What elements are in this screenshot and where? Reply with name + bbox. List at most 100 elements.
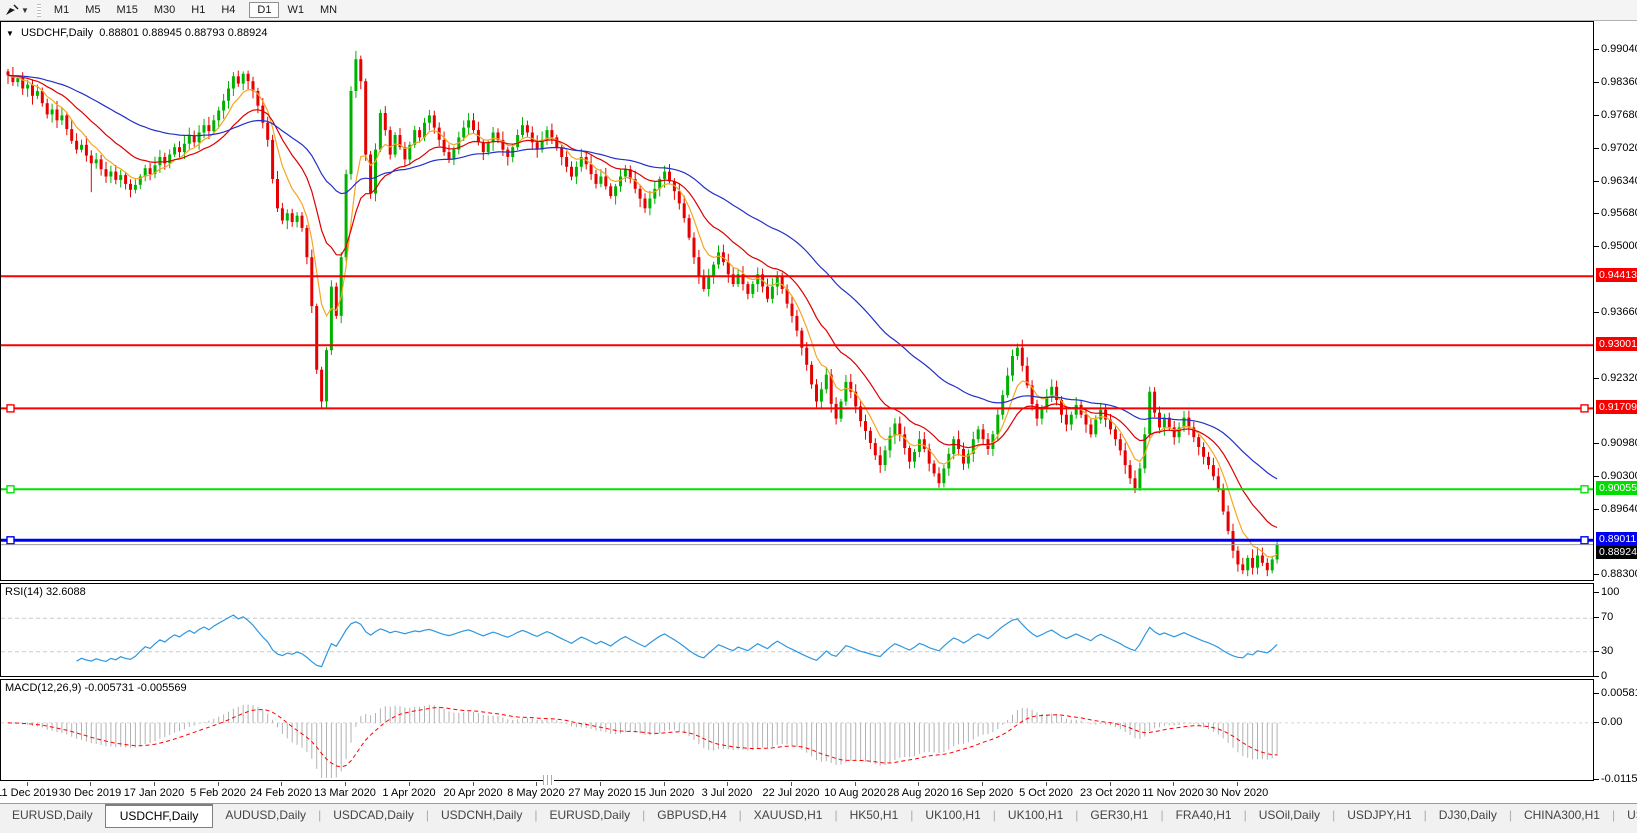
axis-tick	[1594, 148, 1599, 149]
price-tick-label: 0.95000	[1601, 240, 1637, 252]
date-label: 15 Jun 2020	[633, 787, 695, 799]
axis-tick	[1594, 509, 1599, 510]
symbol-dropdown-icon[interactable]: ▼	[6, 29, 14, 38]
chart-tab-usdcnh-daily[interactable]: USDCNH,Daily	[441, 808, 523, 822]
rsi-tick-label: 0	[1601, 670, 1608, 682]
tab-divider: |	[1243, 808, 1247, 822]
axis-tick	[1594, 312, 1599, 313]
tab-divider: |	[992, 808, 996, 822]
axis-tick	[1594, 115, 1599, 116]
ohlc-high: 0.88945	[142, 27, 182, 39]
ohlc-low: 0.88793	[184, 27, 225, 39]
date-label: 20 Apr 2020	[443, 787, 503, 799]
chart-tab-xauusd-h1[interactable]: XAUUSD,H1	[753, 808, 823, 822]
macd-indicator-pane[interactable]	[0, 679, 1594, 781]
date-label: 5 Feb 2020	[190, 787, 246, 799]
axis-tick	[1594, 213, 1599, 214]
chart-tab-usdjpy-h1[interactable]: USDJPY,H1	[1347, 808, 1412, 822]
tab-divider: |	[1160, 808, 1164, 822]
cursor-tool-icon[interactable]	[4, 3, 20, 17]
chart-tab-usdchf-daily[interactable]: USDCHF,Daily	[104, 804, 214, 828]
axis-tick	[1594, 49, 1599, 50]
timeframe-button-mn[interactable]: MN	[319, 4, 338, 16]
hline-price-badge: 0.91709	[1596, 400, 1637, 414]
tab-divider: |	[534, 808, 538, 822]
date-tick	[791, 782, 792, 786]
date-label: 5 Oct 2020	[1019, 787, 1073, 799]
chart-tab-china300-h1[interactable]: CHINA300,H1	[1523, 808, 1600, 822]
timeframe-button-h4[interactable]: H4	[221, 4, 236, 16]
timeframe-button-w1[interactable]: W1	[287, 4, 304, 16]
axis-tick	[1594, 676, 1599, 677]
chart-tab-gbpusd-h4[interactable]: GBPUSD,H4	[657, 808, 727, 822]
chart-tab-ger30-h1[interactable]: GER30,H1	[1090, 808, 1149, 822]
tab-divider: |	[1075, 808, 1079, 822]
chart-tab-uk100-h1[interactable]: UK100,H1	[925, 808, 981, 822]
date-label: 23 Oct 2020	[1080, 787, 1140, 799]
macd-tick-label: 0.005818	[1601, 687, 1637, 699]
date-tick	[727, 782, 728, 786]
axis-tick	[1594, 693, 1599, 694]
timeframe-button-m1[interactable]: M1	[53, 4, 70, 16]
date-tick	[1237, 782, 1238, 786]
symbol-period-label: USDCHF,Daily	[20, 27, 94, 39]
date-tick	[409, 782, 410, 786]
date-label: 16 Sep 2020	[950, 787, 1014, 799]
chart-tab-usoil-h1[interactable]: USOil,H1	[1627, 808, 1637, 822]
ohlc-close: 0.88924	[227, 27, 268, 39]
tab-divider: |	[834, 808, 838, 822]
price-tick-label: 0.88300	[1601, 568, 1637, 580]
rsi-indicator-pane[interactable]	[0, 583, 1594, 677]
chart-tab-dj30-daily[interactable]: DJ30,Daily	[1438, 808, 1497, 822]
date-tick	[154, 782, 155, 786]
timeframe-button-h1[interactable]: H1	[191, 4, 206, 16]
chart-tab-eurusd-daily[interactable]: EURUSD,Daily	[549, 808, 631, 822]
chart-tab-bar: EURUSD,Daily USDCHF,Daily AUDUSD,Daily | USD…	[0, 803, 1637, 833]
chart-tab-usoil-daily[interactable]: USOil,Daily	[1258, 808, 1321, 822]
date-tick	[90, 782, 91, 786]
tab-divider: |	[1332, 808, 1336, 822]
price-tick-label: 0.97020	[1601, 142, 1637, 154]
timeframe-buttons: M1 M5 M15 M30 H1 H4 D1 W1 MN	[46, 2, 351, 18]
chart-scroll-grip[interactable]	[543, 775, 554, 785]
hline-price-badge: 0.90055	[1596, 481, 1637, 495]
price-tick-label: 0.98360	[1601, 76, 1637, 88]
date-tick	[600, 782, 601, 786]
date-tick	[1173, 782, 1174, 786]
chart-tab-eurusd-daily[interactable]: EURUSD,Daily	[12, 808, 93, 822]
date-label: 11 Nov 2020	[1142, 787, 1204, 799]
chart-tab-usdcad-daily[interactable]: USDCAD,Daily	[333, 808, 414, 822]
date-label: 30 Dec 2019	[58, 787, 122, 799]
date-tick	[855, 782, 856, 786]
timeframe-button-m15[interactable]: M15	[116, 4, 138, 16]
axis-tick	[1594, 82, 1599, 83]
axis-tick	[1594, 651, 1599, 652]
timeframe-button-m30[interactable]: M30	[153, 4, 176, 16]
date-label: 30 Nov 2020	[1205, 787, 1269, 799]
timeframe-button-d1[interactable]: D1	[249, 2, 280, 18]
price-tick-label: 0.97680	[1601, 109, 1637, 121]
current-price-badge: 0.88924	[1596, 545, 1637, 559]
macd-label: MACD(12,26,9) -0.005731 -0.005569	[5, 682, 187, 694]
price-tick-label: 0.92320	[1601, 372, 1637, 384]
chart-tab-hk50-h1[interactable]: HK50,H1	[849, 808, 899, 822]
chart-tab-audusd-daily[interactable]: AUDUSD,Daily	[225, 808, 307, 822]
chart-tab-fra40-h1[interactable]: FRA40,H1	[1175, 808, 1232, 822]
date-label: 11 Dec 2019	[0, 787, 58, 799]
date-label: 1 Apr 2020	[382, 787, 436, 799]
price-tick-label: 0.95680	[1601, 207, 1637, 219]
timeframe-toolbar: ▼ M1 M5 M15 M30 H1 H4 D1 W1 MN	[0, 0, 1637, 21]
chart-tab-uk100-h1[interactable]: UK100,H1	[1007, 808, 1064, 822]
axis-tick	[1594, 574, 1599, 575]
date-axis[interactable]: 11 Dec 2019 30 Dec 2019 17 Jan 2020 5 Fe…	[0, 775, 1594, 803]
timeframe-button-m5[interactable]: M5	[85, 4, 101, 16]
axis-tick	[1594, 617, 1599, 618]
date-label: 27 May 2020	[568, 787, 632, 799]
axis-tick	[1594, 779, 1599, 780]
main-chart-pane[interactable]	[0, 21, 1594, 581]
toolbar-drag-handle[interactable]	[36, 3, 41, 17]
cursor-tool-dropdown-icon[interactable]: ▼	[21, 5, 29, 15]
date-tick	[345, 782, 346, 786]
hline-price-badge: 0.94413	[1596, 268, 1637, 282]
